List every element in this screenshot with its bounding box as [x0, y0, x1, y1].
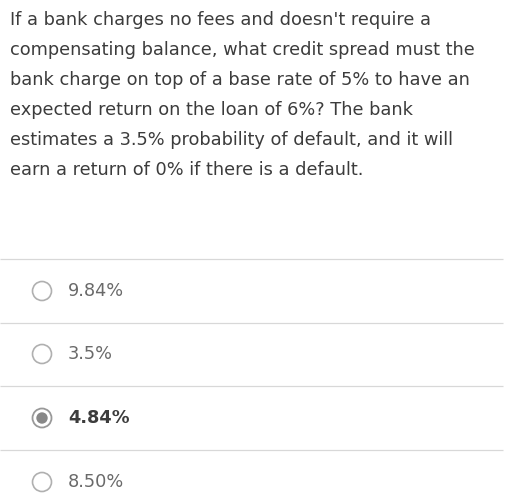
Text: 9.84%: 9.84%: [68, 282, 124, 300]
Text: 3.5%: 3.5%: [68, 345, 113, 363]
Text: expected return on the loan of 6%? The bank: expected return on the loan of 6%? The b…: [10, 101, 413, 119]
Text: compensating balance, what credit spread must the: compensating balance, what credit spread…: [10, 41, 475, 59]
Text: 8.50%: 8.50%: [68, 473, 124, 491]
Text: earn a return of 0% if there is a default.: earn a return of 0% if there is a defaul…: [10, 161, 363, 179]
Text: 4.84%: 4.84%: [68, 409, 130, 427]
Text: estimates a 3.5% probability of default, and it will: estimates a 3.5% probability of default,…: [10, 131, 453, 149]
Text: If a bank charges no fees and doesn't require a: If a bank charges no fees and doesn't re…: [10, 11, 431, 29]
Text: bank charge on top of a base rate of 5% to have an: bank charge on top of a base rate of 5% …: [10, 71, 470, 89]
Circle shape: [36, 412, 48, 424]
